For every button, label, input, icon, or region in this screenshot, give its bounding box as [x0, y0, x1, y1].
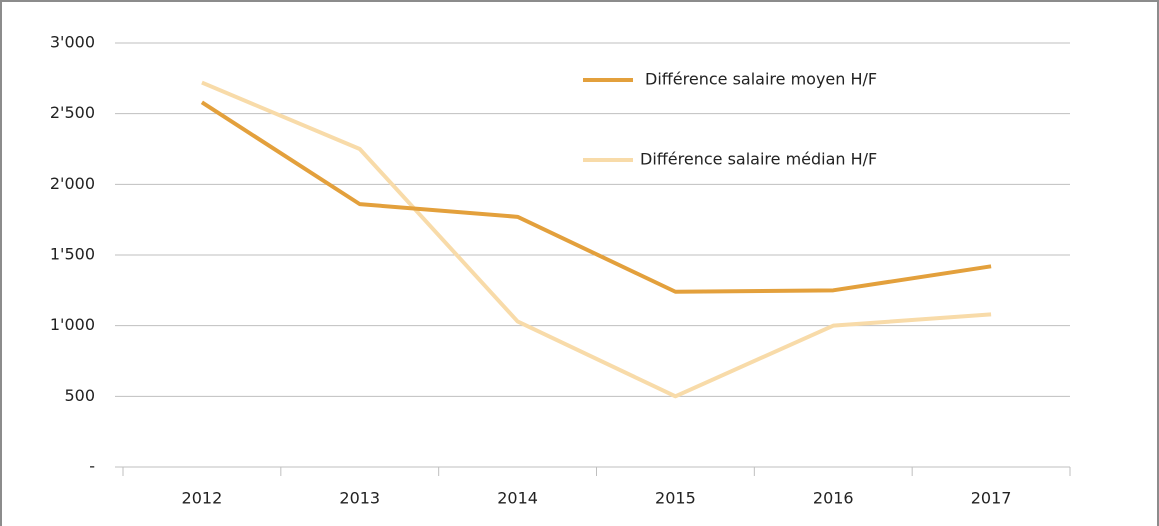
- series-line: [200, 100, 992, 294]
- y-tick-label: 2'000: [50, 174, 95, 193]
- x-tick-label: 2014: [497, 489, 538, 508]
- legend-label: Différence salaire moyen H/F: [645, 70, 877, 89]
- x-tick-label: 2012: [182, 489, 223, 508]
- x-tick-label: 2015: [655, 489, 696, 508]
- series-line: [201, 80, 992, 399]
- x-tick-label: 2013: [339, 489, 380, 508]
- x-tick-label: 2017: [971, 489, 1012, 508]
- x-tick-label: 2016: [813, 489, 854, 508]
- y-tick-label: -: [89, 457, 95, 476]
- y-tick-label: 1'500: [50, 245, 95, 264]
- legend-label: Différence salaire médian H/F: [640, 150, 877, 169]
- y-tick-label: 500: [64, 386, 95, 405]
- y-tick-label: 3'000: [50, 33, 95, 52]
- y-tick-label: 2'500: [50, 103, 95, 122]
- y-tick-label: 1'000: [50, 315, 95, 334]
